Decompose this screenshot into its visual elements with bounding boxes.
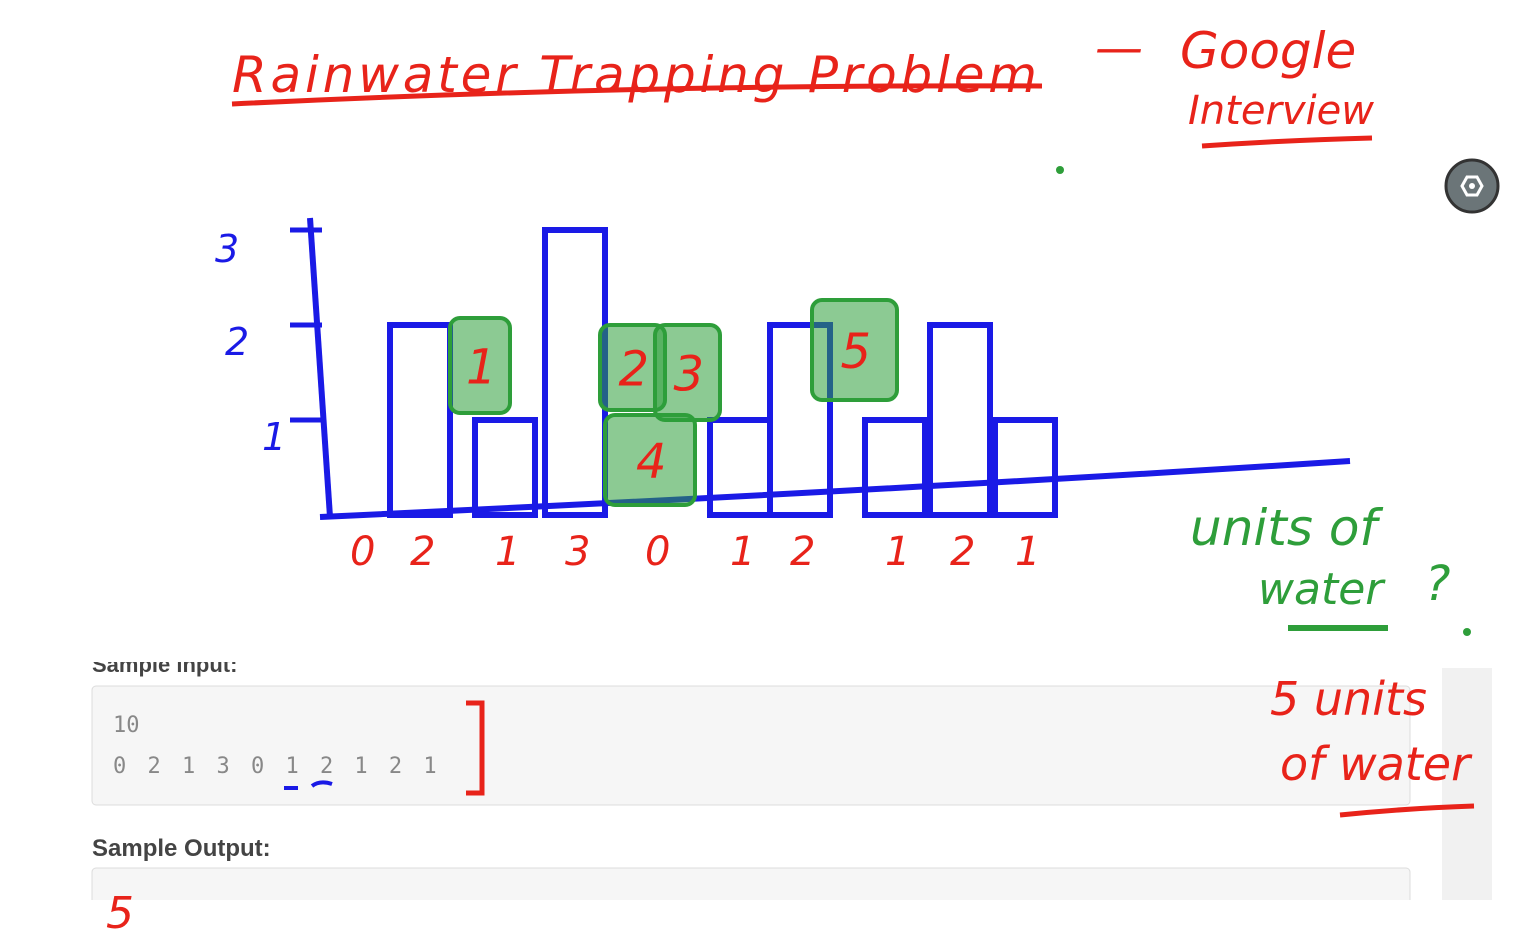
dot	[1463, 628, 1471, 636]
water-cell	[603, 413, 697, 507]
water-cell-label: 4	[636, 434, 667, 490]
x-label: 1	[885, 529, 910, 575]
water-cell-label: 1	[466, 340, 497, 396]
water-cell-label: 2	[619, 342, 650, 398]
bracket	[466, 700, 485, 796]
underline	[284, 780, 333, 790]
sample-output-label: Sample Output:	[92, 835, 271, 862]
x-label: 2	[410, 529, 435, 575]
bar	[927, 322, 993, 518]
x-label: 1	[1015, 529, 1040, 575]
x-label: 0	[645, 529, 670, 575]
water-cell	[448, 316, 512, 415]
dash: —	[1095, 20, 1143, 76]
bar	[387, 322, 453, 518]
title-underline	[231, 83, 1043, 107]
subtitle-underline	[1201, 135, 1373, 149]
y-tick-label: 3	[215, 227, 239, 271]
x-label: 3	[565, 529, 590, 575]
bar	[767, 322, 833, 518]
question-line2: water	[1258, 564, 1386, 615]
dot	[1056, 166, 1064, 174]
question-mark: ?	[1425, 556, 1450, 612]
bar	[707, 417, 773, 518]
input-n: 10	[113, 713, 140, 738]
water-cell	[810, 298, 899, 402]
y-tick-label: 1	[262, 415, 286, 459]
y-tick-label: 2	[225, 320, 249, 364]
x-label: 2	[790, 529, 815, 575]
x-label: 2	[950, 529, 975, 575]
x-label: 1	[730, 529, 755, 575]
settings-icon-dot	[1469, 183, 1475, 189]
question-line1: units of	[1190, 499, 1383, 557]
company: Google	[1180, 22, 1356, 80]
answer-line1: 5 units	[1270, 672, 1427, 726]
answer-line2: of water	[1280, 737, 1473, 791]
x-label: 1	[495, 529, 520, 575]
input-values: 0 2 1 3 0 1 2 1 2 1	[113, 754, 437, 779]
input-box	[91, 685, 1411, 806]
scrollbar	[1442, 668, 1492, 900]
bar	[472, 417, 538, 518]
x-label: 0	[350, 529, 375, 575]
output-value: 5	[106, 888, 134, 939]
subtitle: Interview	[1188, 88, 1374, 134]
panel-cut	[0, 900, 1534, 941]
answer-underline	[1339, 803, 1475, 818]
bar	[542, 227, 608, 518]
water-cell-label: 5	[841, 324, 872, 380]
settings-icon	[1460, 175, 1484, 197]
bar	[862, 417, 928, 518]
bar	[992, 417, 1058, 518]
y-axis	[307, 217, 333, 518]
panel-cut	[60, 640, 1440, 662]
water-cell-label: 3	[674, 347, 705, 403]
title: Rainwater Trapping Problem	[232, 46, 1037, 104]
